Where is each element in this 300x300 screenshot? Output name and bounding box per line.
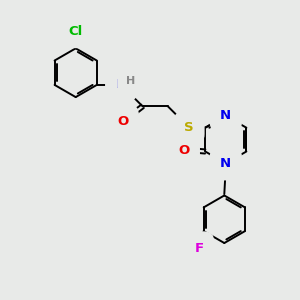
Text: O: O	[178, 143, 189, 157]
Text: F: F	[195, 242, 204, 255]
Text: S: S	[184, 121, 194, 134]
Text: H: H	[126, 76, 135, 86]
Text: Cl: Cl	[69, 25, 83, 38]
Text: N: N	[220, 109, 231, 122]
Text: N: N	[220, 157, 231, 170]
Text: O: O	[117, 115, 128, 128]
Text: N: N	[116, 78, 127, 92]
